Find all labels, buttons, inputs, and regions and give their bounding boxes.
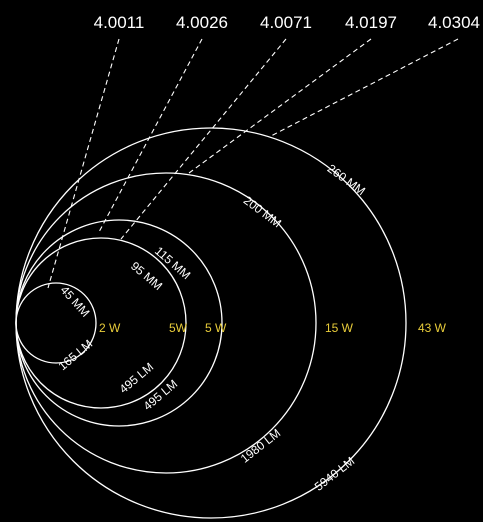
leader-value-labels: 4.0011 4.0026 4.0071 4.0197 4.0304	[94, 13, 480, 32]
leader-line-1	[47, 38, 120, 289]
leader-value-4: 4.0197	[345, 13, 397, 32]
wattage-labels: 2 W 5W 5 W 15 W 43 W	[99, 321, 447, 335]
diameter-labels: 45 MM 95 MM 115 MM 200 MM 260 MM	[57, 161, 368, 319]
diameter-label-260mm: 260 MM	[325, 161, 368, 198]
leader-line-5	[270, 38, 459, 137]
lumen-label-1980lm: 1980 LM	[238, 426, 283, 466]
diameter-label-200mm: 200 MM	[241, 193, 284, 230]
leader-value-2: 4.0026	[176, 13, 228, 32]
lumen-label-5940lm: 5940 LM	[312, 454, 357, 494]
leader-lines	[47, 38, 459, 289]
diameter-label-95mm: 95 MM	[128, 259, 165, 293]
lumen-label-495lm-1: 495 LM	[117, 360, 157, 396]
wattage-label-43w: 43 W	[418, 321, 447, 335]
leader-line-4	[188, 38, 372, 174]
wattage-label-15w: 15 W	[325, 321, 354, 335]
wattage-label-2w: 2 W	[99, 321, 121, 335]
lumen-label-165lm: 165 LM	[56, 337, 96, 373]
leader-value-3: 4.0071	[260, 13, 312, 32]
wattage-label-5w-b: 5 W	[205, 321, 227, 335]
wattage-label-5w-a: 5W	[169, 321, 188, 335]
leader-value-5: 4.0304	[428, 13, 480, 32]
lamp-circles	[15, 127, 407, 519]
leader-value-1: 4.0011	[94, 13, 145, 32]
leader-line-2	[98, 38, 203, 233]
leader-line-3	[120, 38, 287, 240]
circle-260mm	[15, 127, 407, 519]
lumen-labels: 165 LM 495 LM 495 LM 1980 LM 5940 LM	[56, 337, 358, 494]
